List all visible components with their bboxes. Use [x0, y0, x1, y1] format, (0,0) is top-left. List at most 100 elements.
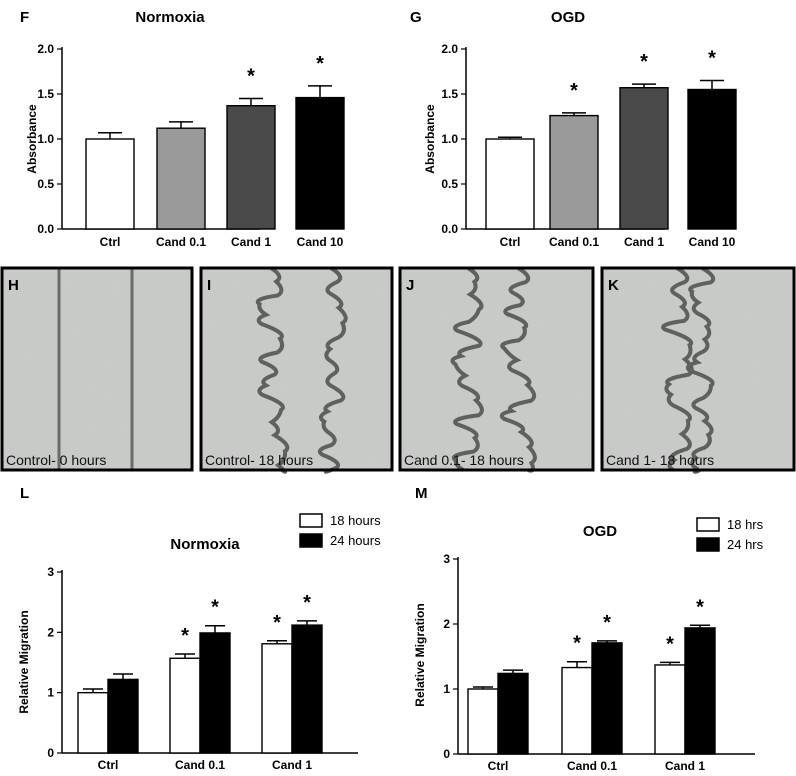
micrograph-I: I Control- 18 hours	[199, 266, 394, 474]
y-axis-label: Relative Migration	[17, 610, 31, 713]
x-tick-label: Cand 0.1	[156, 235, 206, 249]
panel-label: I	[207, 277, 211, 294]
y-tick-label: 0.0	[441, 222, 458, 236]
error-bar	[169, 121, 193, 129]
micrograph-texture	[2, 268, 192, 470]
bar-cand-0-1-series-2	[591, 642, 623, 755]
legend-label: 18 hrs	[727, 517, 764, 532]
bar-cand-10	[687, 88, 737, 230]
bar-ctrl-series-1	[467, 688, 499, 755]
migration-front-right	[499, 266, 537, 473]
bar-ctrl	[85, 138, 135, 230]
y-tick-label: 0.5	[37, 177, 54, 191]
x-tick-label: Ctrl	[98, 758, 119, 772]
legend-swatch	[299, 533, 323, 548]
bar-cand-1-series-2	[291, 624, 323, 754]
bar-cand-0-1-series-2	[199, 632, 231, 754]
y-tick-label: 1	[443, 682, 450, 696]
chart-L: L Normoxia Relative Migration 0 1 2 3 Ctrl * * Can…	[17, 485, 381, 772]
error-bar	[239, 97, 263, 106]
significance-star: *	[696, 596, 704, 618]
significance-star: *	[247, 66, 255, 88]
error-bar	[113, 673, 133, 680]
y-tick-label: 2	[47, 625, 54, 639]
y-tick-label: 2	[443, 617, 450, 631]
error-bar	[562, 112, 586, 116]
legend-label: 24 hours	[330, 533, 381, 548]
panel-label: K	[608, 277, 619, 294]
migration-front-right	[317, 266, 348, 474]
micrograph-caption: Cand 0.1- 18 hours	[404, 452, 524, 468]
error-bar	[473, 686, 493, 689]
chart-title: Normoxia	[170, 536, 240, 553]
error-bar	[700, 79, 724, 90]
panel-label: J	[406, 277, 414, 294]
bar-cand-1	[619, 86, 669, 230]
significance-star: *	[573, 633, 581, 655]
x-tick-label: Cand 1	[624, 235, 664, 249]
micrograph-J: J Cand 0.1- 18 hours	[398, 266, 595, 473]
micrograph-frame	[600, 266, 796, 472]
significance-star: *	[273, 612, 281, 634]
y-tick-label: 1.5	[37, 87, 54, 101]
bar-cand-1	[226, 104, 276, 230]
legend: 18 hrs 24 hrs	[696, 517, 764, 552]
error-bar	[632, 83, 656, 88]
legend-swatch	[696, 537, 720, 552]
migration-front-left	[450, 266, 484, 472]
x-tick-label: Cand 0.1	[567, 759, 617, 773]
migration-front-right	[685, 266, 716, 474]
significance-star: *	[666, 633, 674, 655]
bar-cand-10	[295, 96, 345, 230]
micrograph-frame	[0, 266, 194, 472]
significance-star: *	[640, 51, 648, 73]
chart-F: F Normoxia Absorbance 0.0 0.5 1.0 1.5 2.0 Ctrl Ca…	[20, 9, 345, 249]
x-tick-label: Ctrl	[500, 235, 521, 249]
bar-ctrl-series-1	[77, 691, 109, 754]
significance-star: *	[181, 625, 189, 647]
legend-label: 24 hrs	[727, 537, 764, 552]
y-tick-label: 0.0	[37, 222, 54, 236]
migration-front-left	[661, 266, 694, 472]
y-tick-label: 3	[443, 552, 450, 566]
y-tick-label: 1.0	[37, 132, 54, 146]
significance-star: *	[570, 80, 578, 102]
chart-M: M OGD Relative Migration 0 1 2 3 Ctrl * * Cand 0.1…	[413, 485, 764, 773]
error-bar	[567, 660, 587, 668]
micrograph-texture	[400, 268, 593, 470]
legend: 18 hours 24 hours	[299, 513, 381, 548]
x-tick-label: Cand 0.1	[549, 235, 599, 249]
chart-title: OGD	[583, 523, 617, 540]
significance-star: *	[303, 592, 311, 614]
panel-label: G	[410, 9, 422, 26]
y-tick-label: 1.0	[441, 132, 458, 146]
x-tick-label: Cand 1	[272, 758, 312, 772]
panel-label: F	[20, 9, 29, 26]
micrograph-K: K Cand 1- 18 hours	[600, 266, 796, 474]
chart-title: Normoxia	[135, 9, 205, 26]
bar-ctrl	[485, 138, 535, 230]
significance-star: *	[211, 597, 219, 619]
error-bar	[83, 688, 103, 693]
bar-ctrl-series-2	[497, 672, 529, 755]
y-tick-label: 1	[47, 686, 54, 700]
legend-swatch	[299, 513, 323, 528]
y-tick-label: 2.0	[37, 42, 54, 56]
error-bar	[175, 653, 195, 659]
x-tick-label: Cand 1	[665, 759, 705, 773]
micrograph-frame	[199, 266, 394, 472]
bar-cand-0-1	[549, 114, 599, 230]
y-axis-label: Relative Migration	[413, 603, 427, 706]
error-bar	[267, 640, 287, 644]
x-tick-label: Cand 10	[297, 235, 344, 249]
bar-cand-0-1	[156, 127, 206, 230]
y-tick-label: 0.5	[441, 177, 458, 191]
error-bar	[308, 85, 332, 98]
y-axis-label: Absorbance	[423, 104, 437, 174]
error-bar	[660, 661, 680, 665]
chart-G: G OGD Absorbance 0.0 0.5 1.0 1.5 2.0 Ctrl Cand 0.…	[410, 9, 737, 249]
y-tick-label: 1.5	[441, 87, 458, 101]
error-bar	[597, 640, 617, 643]
error-bar	[205, 624, 225, 633]
